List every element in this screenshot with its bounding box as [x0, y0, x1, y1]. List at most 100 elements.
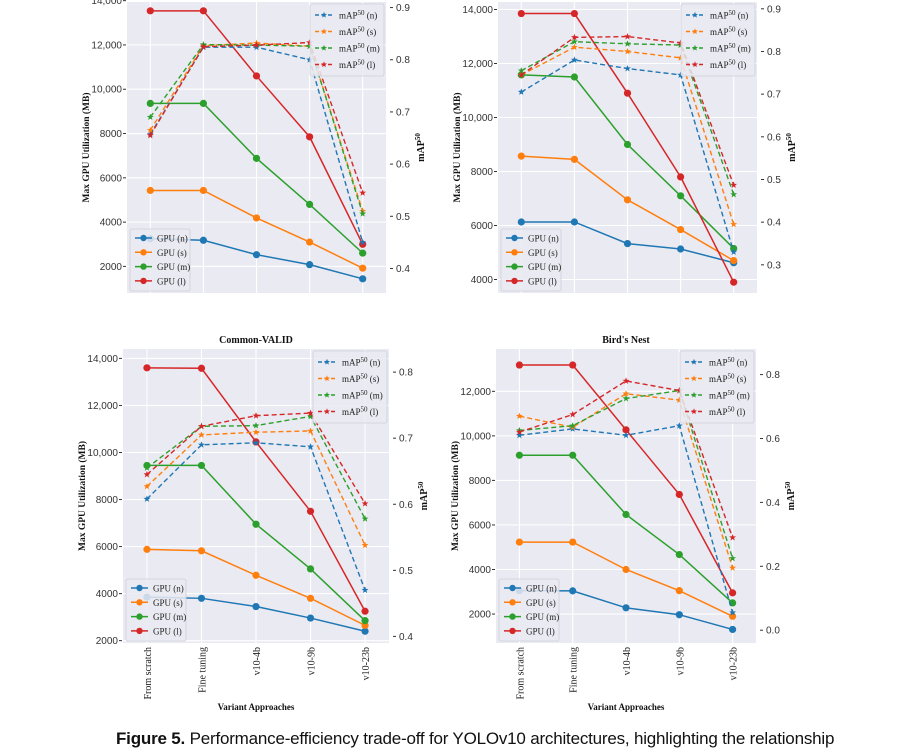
- gpu-point-l: [306, 507, 315, 515]
- y2-tick-label: 0.8: [767, 47, 781, 58]
- gpu-point-m: [252, 154, 261, 162]
- y2-tick-label: 0.3: [767, 260, 781, 271]
- gpu-point-s: [306, 594, 315, 602]
- y-tick-label: 10,000: [91, 85, 122, 96]
- y2-axis-label: mAP50: [414, 133, 427, 162]
- legend-gpu-marker-n: [511, 234, 518, 242]
- map-point-l: [729, 533, 737, 541]
- legend-text-part: mAP: [339, 11, 358, 21]
- map-point-n: [252, 439, 260, 446]
- gpu-point-l: [143, 364, 151, 372]
- legend-text-part: (s): [368, 374, 380, 384]
- legend-text-part: mAP: [709, 374, 728, 384]
- map-point-l: [252, 412, 260, 419]
- legend-gpu-marker-m: [511, 263, 518, 270]
- legend-map-marker-n: [320, 11, 328, 18]
- legend-map-marker-n: [691, 11, 699, 18]
- legend-gpu-marker-s: [511, 249, 518, 256]
- y-tick-label: 2000: [100, 262, 123, 273]
- y-tick-label: 10,000: [462, 113, 493, 124]
- y-tick-label: 8000: [471, 167, 494, 178]
- y2-tick-label: 0.4: [767, 218, 781, 229]
- legend-gpu-label-n: GPU (n): [157, 234, 188, 244]
- gpu-point-n: [252, 602, 260, 611]
- legend-text-part: (m): [368, 391, 383, 401]
- legend-map-marker-s: [320, 28, 328, 35]
- legend-text-part: mAP: [709, 407, 728, 417]
- legend-gpu-label-n: GPU (n): [528, 234, 559, 244]
- gpu-point-n: [623, 239, 632, 248]
- gpu-point-m: [305, 200, 314, 209]
- gpu-point-l: [622, 426, 630, 434]
- y-tick-label: 6000: [100, 173, 123, 184]
- y2-axis-label: mAP50: [785, 133, 798, 162]
- y-tick-label: 2000: [96, 636, 119, 647]
- legend-map-label-l: mAP50 (l): [709, 406, 745, 418]
- chart-panel-top-right: 4000 6000 8000 10,000 12,000 14,000 0.3 0.4 0.5 0…: [452, 2, 798, 293]
- map-point-m: [307, 412, 314, 420]
- gpu-point-s: [730, 257, 738, 265]
- map-point-m: [361, 515, 369, 522]
- gpu-point-m: [623, 140, 632, 149]
- legend-map-label-m: mAP50 (m): [709, 389, 750, 401]
- legend-text-part: 50: [361, 373, 369, 381]
- chart-panel-top-left: 2000 4000 6000 8000 10,000 12,000 14,000 0.4 0.5…: [81, 0, 427, 293]
- legend-gpu-marker-n: [509, 584, 516, 592]
- legend-text-part: (s): [736, 27, 748, 37]
- map-point-s: [675, 396, 683, 404]
- legend-gpu-label-m: GPU (m): [526, 612, 559, 622]
- gpu-point-n: [252, 251, 261, 259]
- legend-gpu-marker-n: [136, 584, 143, 592]
- map-point-l: [198, 422, 205, 430]
- legend-text-part: (l): [368, 407, 379, 417]
- map-point-s: [361, 541, 369, 549]
- gpu-point-m: [199, 99, 208, 108]
- caption-text: Performance-efficiency trade-off for YOL…: [189, 729, 835, 748]
- map-point-l: [306, 38, 314, 46]
- x-axis-label: Variant Approaches: [588, 702, 665, 712]
- gpu-point-s: [515, 538, 524, 546]
- legend-gpu-marker-l: [136, 627, 143, 635]
- gpu-point-m: [361, 617, 369, 625]
- legend-text-part: (m): [736, 44, 751, 54]
- gpu-point-n: [729, 625, 737, 634]
- legend-gpu-marker-m: [136, 613, 143, 620]
- legend-gpu: [129, 228, 191, 292]
- map-point-s: [515, 412, 523, 420]
- legend-gpu-label-s: GPU (s): [157, 248, 187, 258]
- legend-text-part: mAP: [342, 374, 361, 384]
- x-tick-label: Fine tuning: [569, 647, 580, 693]
- gpu-point-m: [569, 451, 577, 459]
- y-tick-label: 14,000: [462, 5, 493, 16]
- map-point-l: [307, 409, 314, 416]
- y-tick-label: 2000: [469, 610, 492, 621]
- map-point-m: [306, 42, 314, 50]
- gpu-point-s: [252, 214, 261, 222]
- y-tick-label: 4000: [469, 565, 492, 576]
- map-point-m: [624, 40, 631, 47]
- map-line-s: [519, 393, 734, 569]
- map-point-m: [729, 554, 737, 562]
- legend-map: [309, 3, 385, 77]
- map-point-n: [570, 56, 578, 63]
- legend-map-label-s: mAP50 (s): [342, 373, 379, 385]
- chart-title: Common-VALID: [219, 335, 293, 346]
- legend-map-label-m: mAP50 (m): [339, 42, 380, 54]
- gpu-point-s: [359, 264, 367, 272]
- map-point-m: [359, 210, 367, 217]
- legend-gpu-marker-m: [509, 613, 516, 620]
- map-point-m: [622, 394, 630, 402]
- legend-text-part: (l): [365, 60, 376, 70]
- gpu-point-m: [252, 520, 260, 528]
- x-tick-label: v10-23b: [729, 647, 740, 680]
- y-tick-label: 10,000: [460, 431, 491, 442]
- legend-text-part: 50: [729, 9, 737, 17]
- y-axis-label: Max GPU Utilization (MB): [77, 441, 88, 551]
- legend-text-part: mAP: [710, 11, 729, 21]
- gpu-point-m: [570, 73, 579, 81]
- legend-map-marker-m: [691, 44, 699, 51]
- y2-tick-label: 0.8: [399, 368, 413, 379]
- x-tick-label: From scratch: [515, 647, 526, 700]
- map-point-n: [198, 441, 205, 448]
- map-point-s: [622, 390, 630, 397]
